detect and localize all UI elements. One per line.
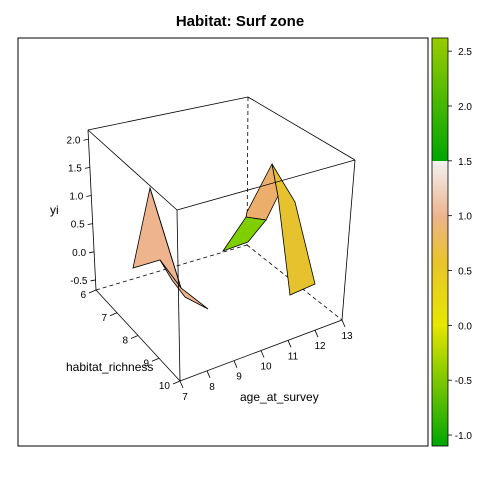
y-tick-label: 8: [209, 382, 215, 393]
x-tick-label: 8: [122, 336, 128, 347]
y-tick-label: 13: [341, 331, 353, 342]
box-edge: [176, 209, 181, 382]
patch-left-ridge: [149, 187, 182, 289]
box-edge-hidden: [246, 244, 343, 321]
patch-right-strip: [271, 163, 316, 296]
x-tick: [130, 335, 139, 339]
colorbar-tick-label: 1.0: [458, 212, 472, 223]
y-tick: [206, 370, 211, 378]
colorbar-tick-label: -0.5: [455, 376, 473, 387]
colorbar-tick-label: 0.5: [458, 267, 472, 278]
colorbar: -1.0 -0.5 0.0 0.5 1.0 1.5 2.0 2.5: [431, 37, 473, 447]
z-tick: [90, 279, 96, 282]
chart-title: Habitat: Surf zone: [176, 13, 304, 30]
y-tick: [287, 340, 292, 348]
x-tick: [88, 289, 97, 294]
y-tick: [179, 380, 184, 389]
colorbar-tick-label: 2.5: [458, 47, 472, 58]
box-edge: [341, 159, 356, 321]
z-axis-label: yi: [50, 203, 59, 217]
x-tick-label: 10: [159, 381, 171, 392]
x-tick: [151, 357, 160, 362]
box-edge: [87, 129, 97, 291]
box-back: [87, 96, 356, 321]
colorbar-tick-label: 1.5: [458, 157, 472, 168]
z-tick: [84, 166, 90, 169]
x-tick: [172, 380, 181, 385]
patch-left-tail: [159, 259, 209, 310]
box-edge: [247, 96, 356, 161]
x-tick: [109, 312, 118, 317]
z-tick-label: 0.5: [71, 220, 85, 231]
surface: [132, 162, 316, 310]
patch-right-green: [221, 216, 267, 252]
y-tick-label: 9: [236, 372, 242, 383]
box-edge-hidden: [246, 96, 249, 246]
y-tick: [341, 319, 346, 328]
x-tick-label: 9: [143, 358, 149, 369]
y-tick: [314, 330, 319, 338]
x-tick-label: 6: [80, 290, 86, 301]
x-axis-label: habitat_richness: [66, 360, 153, 374]
y-tick-label: 12: [314, 341, 326, 352]
y-tick-label: 10: [260, 362, 272, 373]
x-tick-label: 7: [101, 313, 107, 324]
axes: -0.5 0.0 0.5 1.0 1.5 2.0 6 7 8 9 10 7 8 9 10 11 12 13: [67, 135, 353, 403]
y-axis-label: age_at_survey: [240, 390, 319, 404]
box-edge: [176, 159, 356, 211]
colorbar-tick-label: 0.0: [458, 321, 472, 332]
z-tick: [87, 223, 93, 226]
box-edge: [87, 96, 249, 131]
z-tick: [83, 138, 89, 141]
z-tick-label: 1.5: [68, 163, 82, 174]
box-edge: [87, 129, 178, 211]
z-tick-label: 2.0: [67, 135, 81, 146]
colorbar-tick-label: 2.0: [458, 102, 472, 113]
colorbar-bar: [431, 37, 449, 447]
patch-left: [132, 186, 182, 289]
z-tick: [89, 251, 95, 254]
plot-frame: [17, 37, 429, 447]
z-tick-label: -0.5: [70, 276, 88, 287]
z-tick-label: 0.0: [72, 248, 86, 259]
z-tick-label: 1.0: [69, 192, 83, 203]
y-tick-label: 7: [182, 392, 188, 403]
y-tick: [233, 360, 238, 368]
y-tick: [260, 350, 265, 358]
z-tick: [86, 195, 92, 197]
colorbar-tick-label: -1.0: [455, 431, 473, 442]
y-tick-label: 11: [288, 351, 299, 362]
